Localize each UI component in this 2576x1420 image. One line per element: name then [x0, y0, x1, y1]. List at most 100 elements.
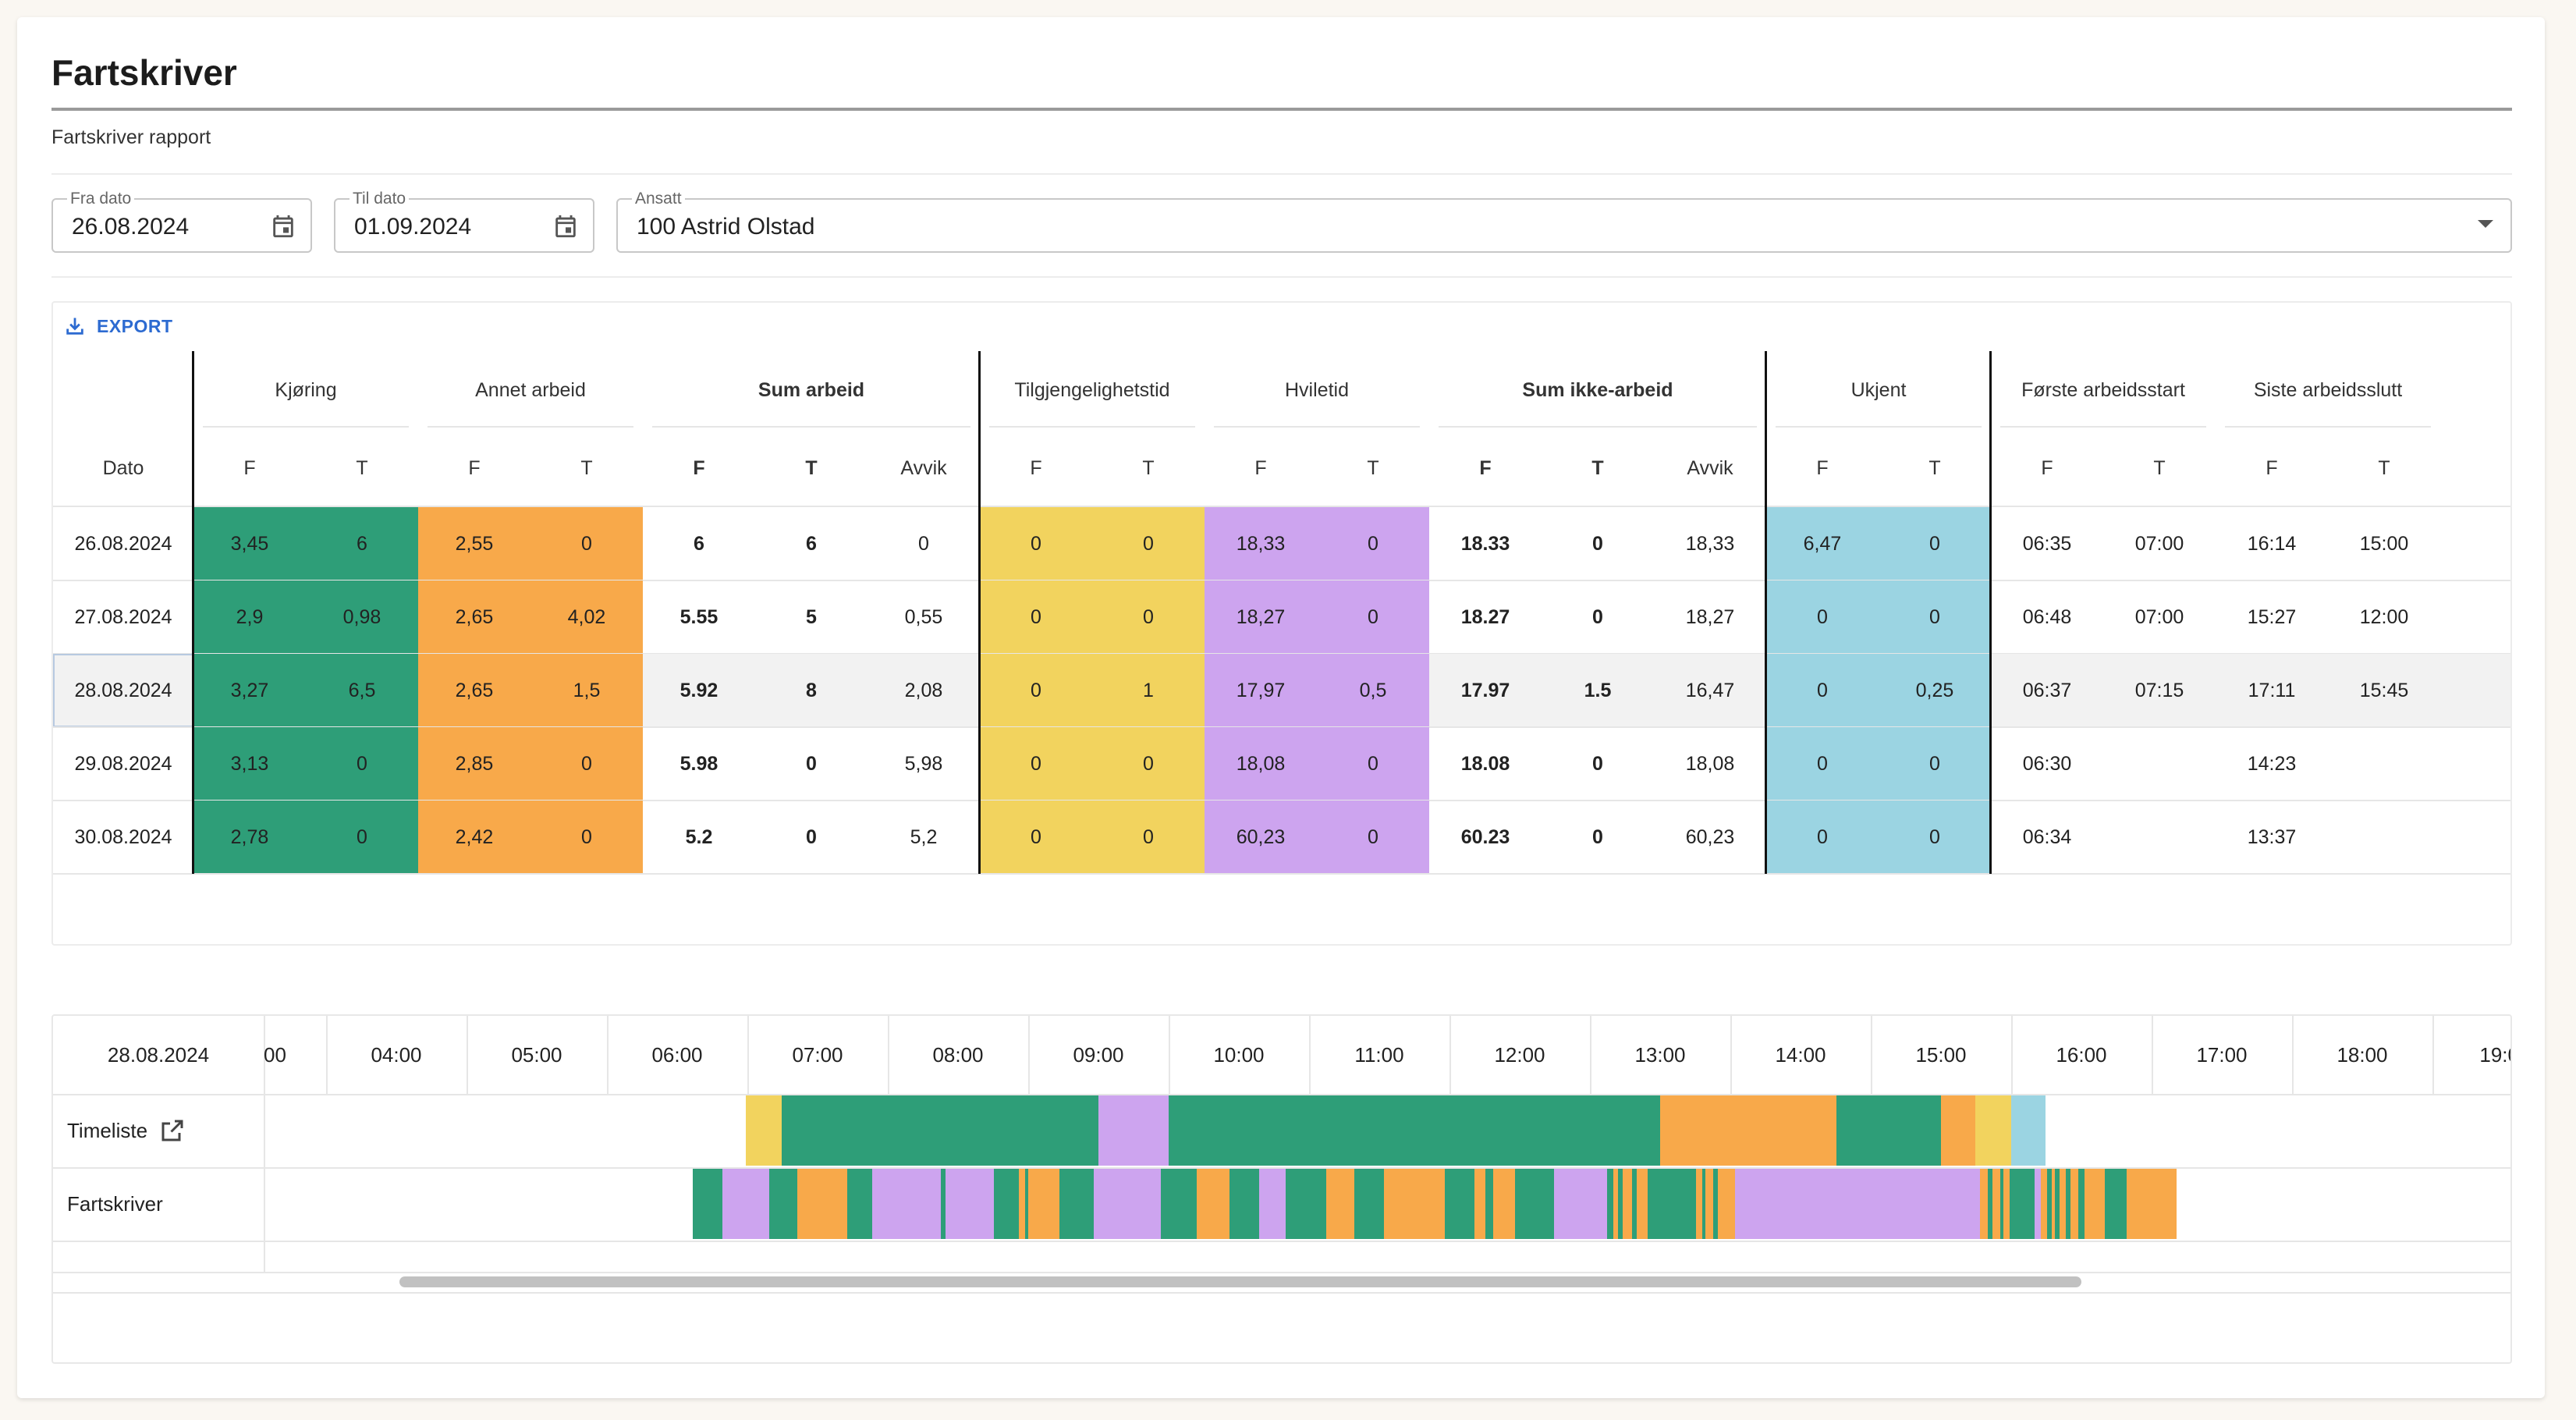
table-cell[interactable]: 07:00 [2134, 532, 2184, 555]
fartskriver-segment[interactable] [1354, 1169, 1384, 1239]
fartskriver-segment[interactable] [1259, 1169, 1286, 1239]
column-subheader[interactable]: F [1479, 456, 1492, 479]
fartskriver-segment[interactable] [1197, 1169, 1229, 1239]
table-cell[interactable]: 0 [306, 801, 418, 874]
table-cell[interactable]: 0 [980, 654, 1092, 727]
fartskriver-segment[interactable] [2000, 1169, 2003, 1239]
fartskriver-segment[interactable] [1059, 1169, 1094, 1239]
table-cell[interactable]: 2,55 [418, 507, 530, 580]
table-cell[interactable]: 2,78 [193, 801, 306, 874]
column-subheader[interactable]: T [1591, 456, 1604, 479]
table-cell[interactable]: 0 [1092, 801, 1205, 874]
fartskriver-segment[interactable] [1326, 1169, 1354, 1239]
fartskriver-segment[interactable] [2035, 1169, 2041, 1239]
fartskriver-segment[interactable] [1705, 1169, 1713, 1239]
table-cell[interactable]: 1,5 [530, 654, 643, 727]
table-cell[interactable] [2103, 727, 2216, 801]
table-cell[interactable]: 18.33 [1460, 532, 1510, 555]
fartskriver-segment[interactable] [1474, 1169, 1485, 1239]
fartskriver-segment[interactable] [1515, 1169, 1554, 1239]
table-cell[interactable]: 0 [1766, 654, 1879, 727]
table-cell[interactable]: 15:00 [2359, 532, 2409, 555]
table-cell[interactable]: 14:23 [2247, 752, 2297, 775]
table-cell[interactable]: 15:45 [2359, 679, 2409, 701]
table-cell[interactable]: 5,2 [910, 825, 938, 848]
fartskriver-segment[interactable] [941, 1169, 946, 1239]
fartskriver-segment[interactable] [2070, 1169, 2078, 1239]
fartskriver-segment[interactable] [769, 1169, 797, 1239]
table-cell[interactable]: 8 [806, 679, 817, 701]
fartskriver-segment[interactable] [994, 1169, 1019, 1239]
timeliste-segment[interactable] [1660, 1095, 1836, 1166]
fartskriver-segment[interactable] [1696, 1169, 1702, 1239]
fartskriver-segment[interactable] [1702, 1169, 1705, 1239]
employee-select[interactable]: Ansatt 100 Astrid Olstad [616, 190, 2512, 253]
fartskriver-segment[interactable] [1028, 1169, 1059, 1239]
column-subheader[interactable]: F [2041, 456, 2053, 479]
table-cell[interactable]: 1.5 [1584, 679, 1612, 701]
calendar-icon[interactable] [552, 212, 579, 240]
column-subheader[interactable]: T [805, 456, 818, 479]
table-cell[interactable]: 18,33 [1685, 532, 1735, 555]
timeliste-segment[interactable] [1098, 1095, 1169, 1166]
table-cell[interactable]: 13:37 [2247, 825, 2297, 848]
table-cell[interactable]: 2,65 [418, 654, 530, 727]
fartskriver-segment[interactable] [2078, 1169, 2085, 1239]
table-cell[interactable]: 6,47 [1766, 507, 1879, 580]
table-cell[interactable]: 0 [1592, 752, 1603, 775]
table-cell[interactable]: 0,5 [1317, 654, 1429, 727]
timeliste-segment[interactable] [1975, 1095, 2011, 1166]
table-cell[interactable]: 0 [1317, 727, 1429, 801]
column-subheader[interactable]: T [1367, 456, 1379, 479]
table-cell[interactable]: 06:37 [2022, 679, 2072, 701]
fartskriver-segment[interactable] [2041, 1169, 2047, 1239]
table-cell[interactable]: 3,13 [193, 727, 306, 801]
table-cell-date[interactable]: 29.08.2024 [74, 752, 172, 775]
column-subheader[interactable]: Avvik [1687, 456, 1733, 479]
fartskriver-segment[interactable] [1493, 1169, 1515, 1239]
table-cell[interactable]: 0 [806, 752, 817, 775]
table-cell[interactable]: 18,08 [1205, 727, 1317, 801]
table-cell[interactable]: 0 [530, 507, 643, 580]
table-cell[interactable]: 07:15 [2134, 679, 2184, 701]
table-cell[interactable]: 15:27 [2247, 605, 2297, 628]
fartskriver-segment[interactable] [2127, 1169, 2177, 1239]
table-cell[interactable]: 0 [980, 727, 1092, 801]
timeliste-segment[interactable] [1169, 1095, 1660, 1166]
table-cell[interactable]: 0 [306, 727, 418, 801]
table-cell[interactable]: 4,02 [530, 580, 643, 654]
table-cell[interactable]: 0 [1592, 825, 1603, 848]
fartskriver-segment[interactable] [1607, 1169, 1613, 1239]
column-group-header[interactable]: Sum arbeid [758, 378, 865, 401]
table-cell[interactable]: 3,45 [193, 507, 306, 580]
table-cell[interactable]: 0 [1317, 801, 1429, 874]
table-cell[interactable]: 0 [530, 801, 643, 874]
table-cell[interactable]: 17:11 [2248, 679, 2296, 701]
fartskriver-segment[interactable] [1019, 1169, 1025, 1239]
fartskriver-segment[interactable] [946, 1169, 994, 1239]
column-subheader[interactable]: F [243, 456, 256, 479]
table-cell[interactable]: 5.2 [685, 825, 713, 848]
table-cell[interactable]: 0 [1879, 801, 1991, 874]
column-subheader[interactable]: Avvik [900, 456, 947, 479]
table-cell[interactable]: 0 [1092, 507, 1205, 580]
fartskriver-segment[interactable] [1384, 1169, 1445, 1239]
table-cell[interactable]: 0,25 [1879, 654, 1991, 727]
fartskriver-segment[interactable] [1988, 1169, 1992, 1239]
table-cell[interactable]: 60,23 [1685, 825, 1735, 848]
timeliste-segment[interactable] [782, 1095, 1098, 1166]
table-cell[interactable]: 5,98 [904, 752, 943, 775]
table-cell[interactable]: 6,5 [306, 654, 418, 727]
fartskriver-segment[interactable] [2055, 1169, 2060, 1239]
fartskriver-segment[interactable] [797, 1169, 847, 1239]
fartskriver-segment[interactable] [1229, 1169, 1259, 1239]
table-cell[interactable] [2103, 801, 2216, 874]
timeliste-segment[interactable] [746, 1095, 782, 1166]
export-button[interactable]: EXPORT [64, 315, 173, 337]
fartskriver-segment[interactable] [2003, 1169, 2010, 1239]
fartskriver-segment[interactable] [1637, 1169, 1648, 1239]
table-cell[interactable]: 2,9 [193, 580, 306, 654]
fartskriver-segment[interactable] [2066, 1169, 2070, 1239]
table-cell[interactable] [2328, 801, 2440, 874]
fartskriver-segment[interactable] [1992, 1169, 2000, 1239]
